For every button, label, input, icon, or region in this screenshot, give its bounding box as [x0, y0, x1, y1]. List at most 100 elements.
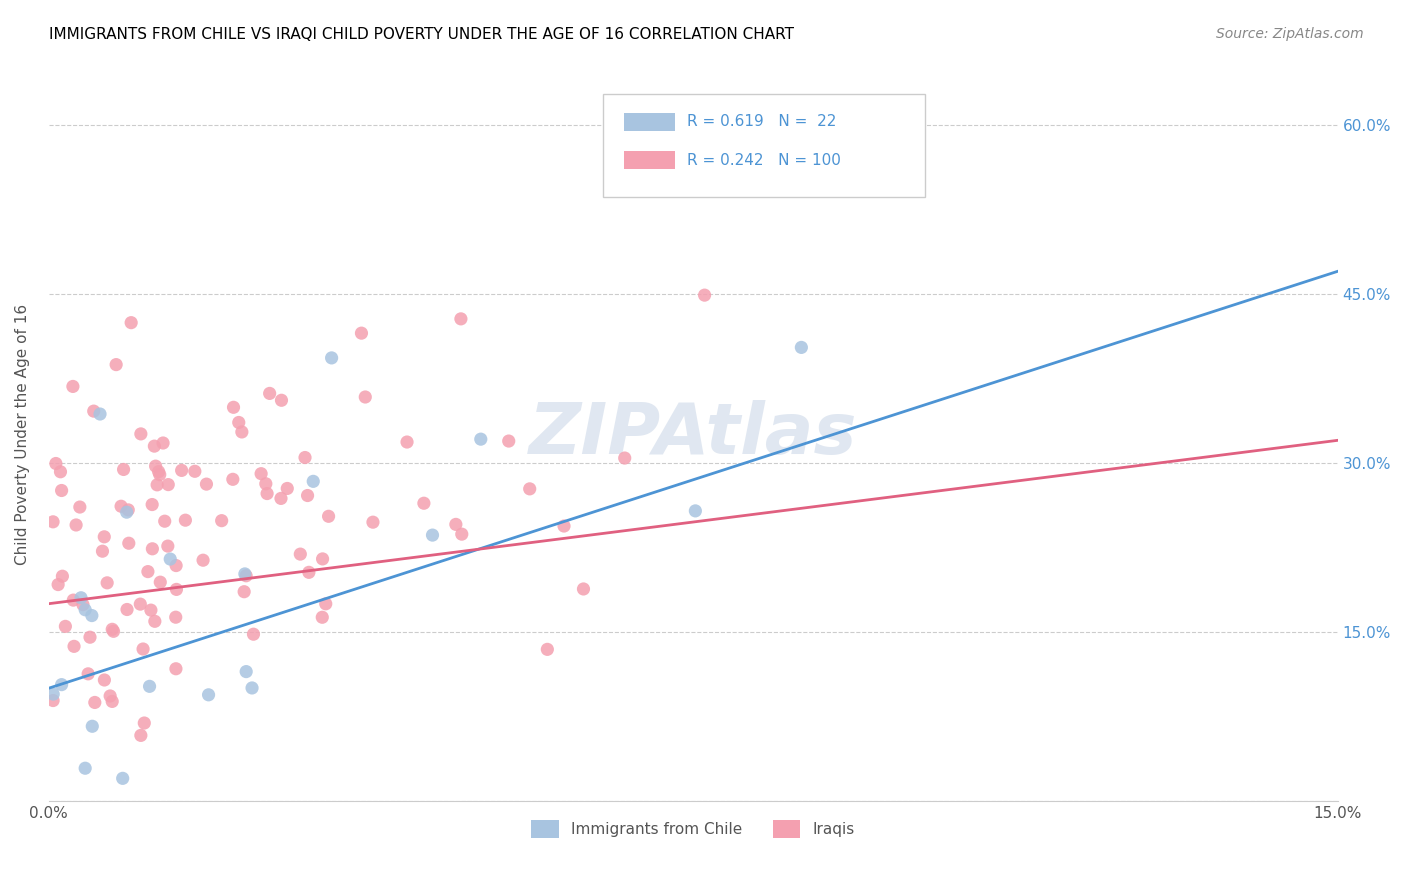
Point: [536, 642, 558, 657]
Point: [498, 434, 520, 448]
Point: [153, 514, 176, 528]
Point: [77, 666, 100, 681]
Point: [62, 593, 84, 607]
Point: [138, 679, 160, 693]
Point: [83, 696, 105, 710]
Point: [148, 465, 170, 479]
Point: [361, 515, 384, 529]
Point: [101, 694, 124, 708]
Point: [45, 457, 67, 471]
Point: [395, 435, 418, 450]
Point: [165, 582, 187, 597]
Point: [165, 610, 187, 624]
FancyBboxPatch shape: [624, 152, 675, 169]
Point: [256, 486, 278, 500]
Point: [63, 640, 86, 654]
Point: [553, 519, 575, 533]
Point: [235, 665, 257, 679]
Point: [302, 475, 325, 489]
Point: [82, 719, 104, 733]
Point: [240, 681, 263, 695]
Point: [112, 462, 135, 476]
Point: [311, 552, 333, 566]
Point: [254, 476, 277, 491]
Point: [89, 407, 111, 421]
Point: [354, 390, 377, 404]
Point: [250, 467, 273, 481]
Point: [294, 450, 316, 465]
Point: [197, 688, 219, 702]
Y-axis label: Child Poverty Under the Age of 16: Child Poverty Under the Age of 16: [15, 304, 30, 566]
Point: [105, 358, 128, 372]
Point: [149, 575, 172, 590]
Point: [80, 608, 103, 623]
Point: [129, 597, 152, 611]
Point: [422, 528, 444, 542]
Point: [350, 326, 373, 340]
Point: [222, 401, 245, 415]
Point: [75, 761, 97, 775]
Point: [159, 552, 181, 566]
Point: [42, 687, 65, 701]
FancyBboxPatch shape: [603, 95, 925, 196]
Point: [290, 547, 312, 561]
Point: [235, 568, 257, 582]
Point: [157, 477, 180, 491]
Point: [184, 464, 207, 478]
Point: [143, 615, 166, 629]
Point: [191, 553, 214, 567]
Text: Source: ZipAtlas.com: Source: ZipAtlas.com: [1216, 27, 1364, 41]
Point: [134, 716, 156, 731]
Point: [450, 527, 472, 541]
Point: [298, 566, 321, 580]
Point: [790, 340, 813, 354]
Point: [321, 351, 343, 365]
Point: [572, 582, 595, 596]
Point: [117, 503, 139, 517]
Point: [62, 379, 84, 393]
Point: [211, 514, 233, 528]
Point: [149, 467, 172, 482]
Point: [174, 513, 197, 527]
Point: [72, 598, 94, 612]
Point: [222, 472, 245, 486]
Point: [51, 678, 73, 692]
Point: [276, 482, 298, 496]
Point: [136, 565, 159, 579]
Point: [111, 772, 134, 786]
Point: [46, 577, 69, 591]
Point: [51, 483, 73, 498]
Point: [315, 597, 337, 611]
Point: [165, 662, 187, 676]
Point: [101, 623, 124, 637]
FancyBboxPatch shape: [624, 113, 675, 131]
Point: [129, 728, 152, 742]
Point: [297, 489, 319, 503]
Point: [233, 584, 256, 599]
Point: [444, 517, 467, 532]
Text: R = 0.619   N =  22: R = 0.619 N = 22: [686, 114, 837, 129]
Point: [470, 432, 492, 446]
Point: [79, 630, 101, 644]
Point: [51, 569, 73, 583]
Point: [132, 642, 155, 657]
Point: [83, 404, 105, 418]
Point: [270, 393, 292, 408]
Point: [69, 500, 91, 514]
Point: [65, 518, 87, 533]
Text: R = 0.242   N = 100: R = 0.242 N = 100: [686, 153, 841, 168]
Point: [70, 591, 93, 605]
Point: [231, 425, 253, 439]
Point: [42, 693, 65, 707]
Point: [96, 575, 118, 590]
Point: [115, 505, 138, 519]
Point: [195, 477, 218, 491]
Point: [146, 478, 169, 492]
Point: [93, 530, 115, 544]
Point: [49, 465, 72, 479]
Point: [141, 541, 163, 556]
Point: [110, 500, 132, 514]
Point: [259, 386, 281, 401]
Point: [152, 436, 174, 450]
Point: [120, 316, 142, 330]
